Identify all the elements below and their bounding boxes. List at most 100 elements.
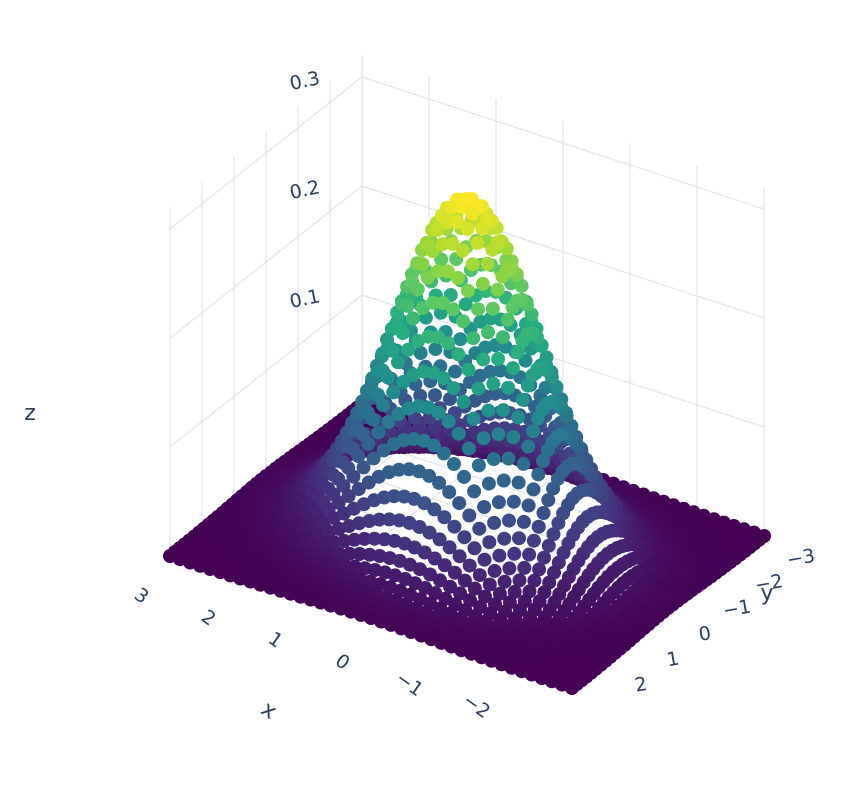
data-point <box>427 551 442 566</box>
data-point <box>456 394 471 409</box>
data-point <box>430 264 445 279</box>
data-point <box>413 346 428 360</box>
data-point <box>422 468 437 483</box>
data-point <box>477 552 492 567</box>
data-point <box>437 510 452 525</box>
data-point <box>467 581 482 596</box>
data-point <box>512 531 526 546</box>
data-point <box>434 252 449 267</box>
data-point <box>532 562 547 577</box>
data-point <box>472 568 487 583</box>
data-point <box>455 243 470 258</box>
data-point <box>497 574 512 589</box>
data-point <box>361 437 376 451</box>
data-point <box>405 311 420 326</box>
data-point <box>451 426 466 441</box>
data-point <box>515 333 530 348</box>
data-point <box>381 415 396 430</box>
data-points <box>163 192 771 695</box>
grid-line <box>169 76 363 230</box>
data-point <box>431 330 446 345</box>
data-point <box>466 331 481 346</box>
data-point <box>481 325 495 340</box>
data-point <box>478 589 492 604</box>
data-point <box>502 561 517 576</box>
data-point <box>462 508 477 523</box>
data-point <box>501 380 516 395</box>
data-point <box>465 257 480 272</box>
data-point <box>400 298 415 313</box>
data-point <box>430 222 445 237</box>
data-point <box>496 473 511 488</box>
data-point <box>522 547 537 562</box>
data-point <box>507 546 522 561</box>
y-tick-label: 0 <box>697 622 713 646</box>
data-point <box>475 221 490 236</box>
data-point <box>432 475 447 490</box>
y-tick-label: −2 <box>753 570 784 597</box>
data-point <box>456 314 471 329</box>
data-point <box>495 269 510 284</box>
y-axis-title: y <box>760 581 773 606</box>
data-point <box>451 347 466 362</box>
data-point <box>530 411 545 426</box>
data-point <box>465 206 480 221</box>
data-point <box>433 573 447 588</box>
y-tick-label: −3 <box>785 545 816 572</box>
data-point <box>426 295 440 310</box>
x-tick-label: −2 <box>459 689 495 723</box>
data-point <box>467 484 482 499</box>
data-point <box>457 530 472 545</box>
data-point <box>367 531 382 546</box>
data-point <box>541 493 556 508</box>
data-point <box>352 547 367 561</box>
data-point <box>514 278 529 293</box>
data-point <box>531 519 546 534</box>
data-point <box>436 371 451 386</box>
data-point <box>446 302 461 317</box>
data-point <box>471 302 485 317</box>
data-point <box>332 546 347 561</box>
z-axis-title: z <box>24 401 36 426</box>
y-tick-label: 1 <box>665 648 681 672</box>
x-tick-label: 2 <box>197 606 220 631</box>
data-point <box>356 460 371 475</box>
data-point <box>447 565 462 580</box>
data-point <box>455 199 470 214</box>
data-point <box>351 449 366 463</box>
data-point <box>447 457 461 471</box>
data-point <box>443 579 458 594</box>
data-point <box>431 405 446 420</box>
data-point <box>432 532 447 547</box>
data-point <box>526 424 540 439</box>
grid-line <box>169 294 363 448</box>
x-tick-label: 0 <box>331 650 354 675</box>
data-point <box>536 454 550 468</box>
data-point <box>442 485 457 500</box>
data-point <box>428 388 442 403</box>
data-point <box>426 438 441 453</box>
data-point <box>351 482 366 497</box>
data-point <box>371 425 386 440</box>
grid-line <box>361 185 765 319</box>
data-point <box>531 467 546 482</box>
data-point <box>460 283 475 298</box>
data-point <box>536 506 551 520</box>
data-point <box>453 332 468 347</box>
data-point <box>491 495 506 510</box>
data-point <box>453 586 468 601</box>
data-point <box>410 282 425 297</box>
data-point <box>516 456 531 471</box>
data-point <box>492 586 507 601</box>
data-point <box>515 392 530 407</box>
data-point <box>396 375 411 389</box>
data-point <box>507 584 522 599</box>
data-point <box>441 336 456 351</box>
data-point <box>435 237 450 252</box>
data-point <box>382 512 397 527</box>
data-point <box>391 355 405 370</box>
y-tick-label: 2 <box>633 673 649 697</box>
data-point <box>546 527 561 542</box>
x-tick-label: 1 <box>264 628 287 653</box>
